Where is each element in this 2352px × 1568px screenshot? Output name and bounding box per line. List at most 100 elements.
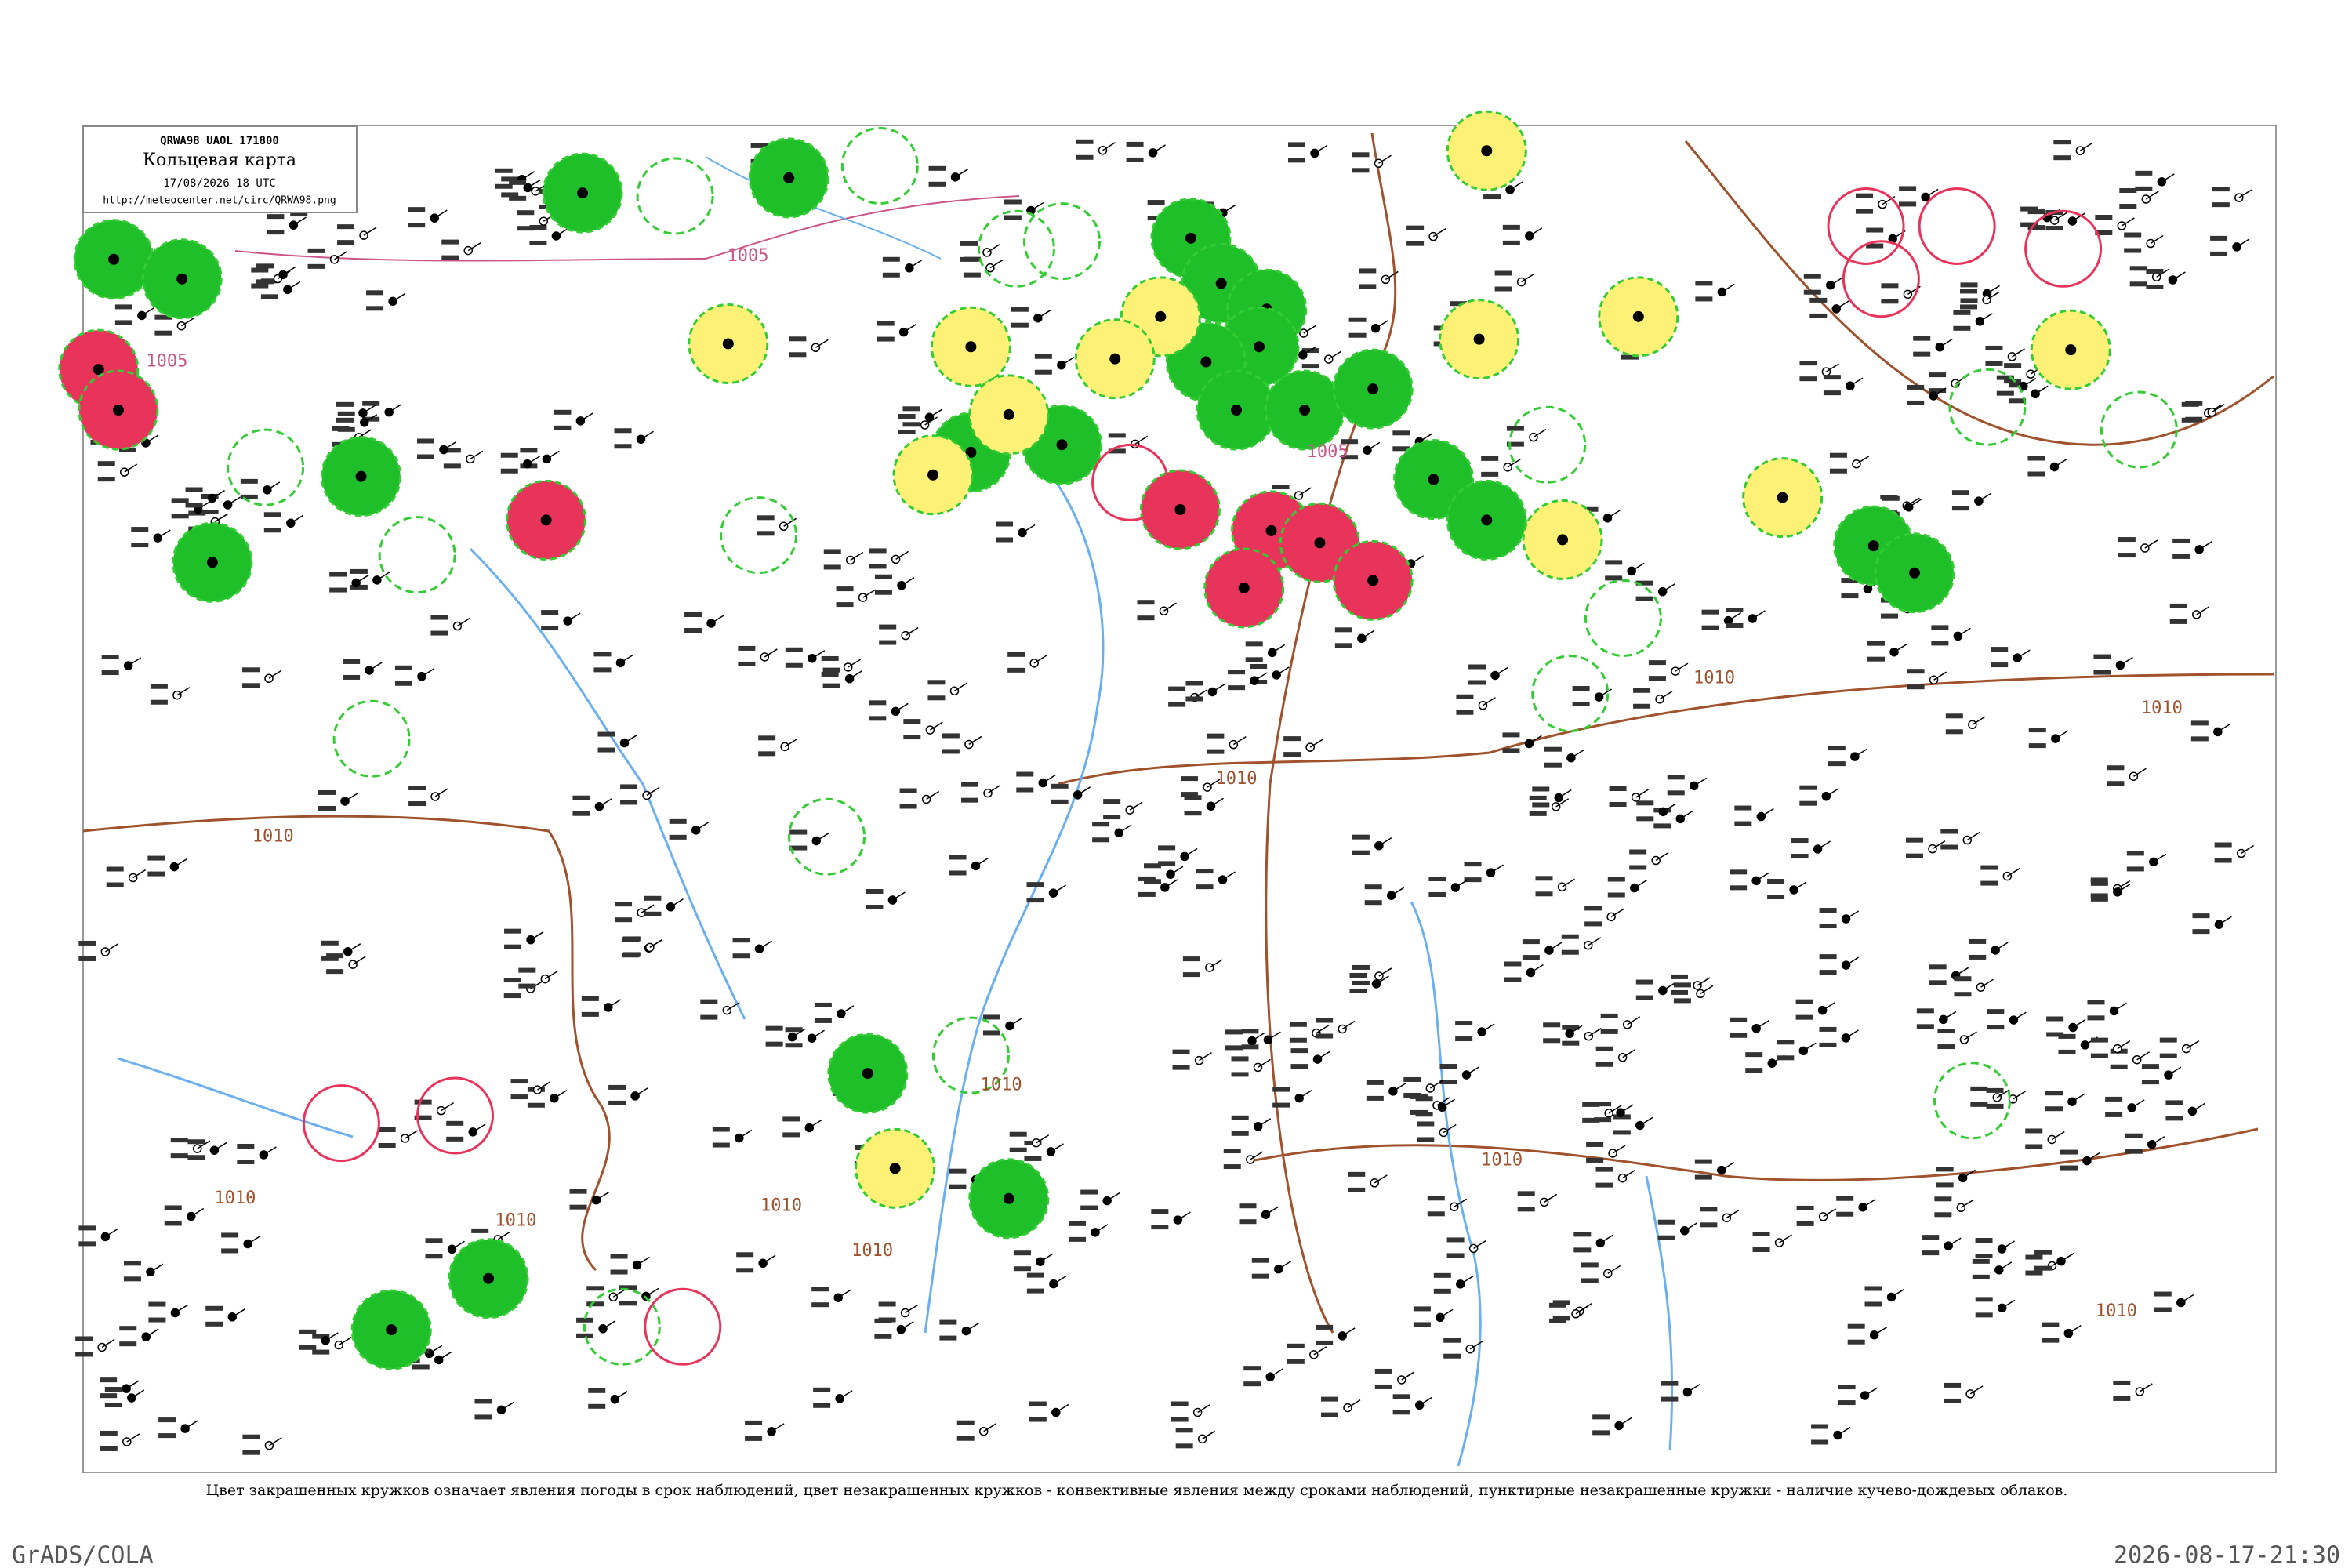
station-wind — [2034, 385, 2049, 394]
station-text — [789, 829, 808, 835]
station-wind — [895, 550, 909, 561]
station-text — [1954, 976, 1972, 982]
station-wind — [282, 266, 296, 275]
station-text — [1819, 908, 1837, 913]
station-text — [1823, 375, 1841, 380]
station-wind — [1378, 967, 1392, 977]
station-text — [1532, 802, 1550, 808]
station-text — [350, 584, 368, 590]
station-text — [1867, 641, 1886, 646]
station-wind — [2133, 768, 2147, 777]
station-wind — [1679, 810, 1693, 820]
station-text — [1960, 298, 1978, 303]
station-text — [1980, 865, 1998, 870]
station-wind — [983, 1423, 997, 1432]
station-dot — [1174, 503, 1186, 515]
station-text — [1171, 1417, 1189, 1422]
station-wind — [1254, 672, 1268, 681]
station-text — [899, 804, 917, 809]
station-wind — [2192, 1102, 2205, 1112]
station-text — [1241, 1029, 1259, 1034]
station-text — [2093, 654, 2111, 659]
station-text — [1929, 372, 1947, 378]
station-wind — [2023, 378, 2037, 387]
station-text — [1899, 186, 1917, 191]
station-wind — [1986, 291, 2000, 301]
station-text — [336, 401, 354, 407]
station-text — [960, 241, 978, 246]
station-text — [237, 1159, 255, 1164]
station-text — [1502, 732, 1520, 738]
station-wind — [292, 216, 307, 226]
station-wind — [1210, 797, 1224, 807]
station-text — [1970, 1086, 1988, 1091]
station-text — [1899, 201, 1917, 207]
station-text — [2020, 206, 2038, 212]
station-text — [785, 1027, 803, 1033]
station-text — [299, 1345, 317, 1350]
station-wind — [363, 227, 377, 236]
station-text — [1934, 1196, 1952, 1202]
station-wind — [1955, 967, 1969, 976]
station-dot — [1231, 405, 1243, 416]
station-dot — [889, 1163, 901, 1174]
station-text — [1529, 811, 1547, 816]
station-text — [1864, 1286, 1882, 1291]
geography — [82, 132, 2274, 1467]
station-dot — [1367, 383, 1379, 395]
station-wind — [1258, 1058, 1271, 1069]
station-text — [529, 240, 547, 245]
station-wind — [1662, 583, 1676, 593]
station-text — [1184, 795, 1202, 800]
station-wind — [641, 430, 654, 440]
station-text — [789, 336, 807, 342]
station-dot — [386, 1324, 397, 1336]
station-text — [928, 181, 946, 187]
station-text — [1929, 388, 1947, 394]
station-wind — [1835, 300, 1849, 310]
station-text — [1158, 845, 1176, 851]
station-wind — [104, 1228, 118, 1238]
station-text — [1446, 1253, 1465, 1258]
station-text — [1439, 1080, 1457, 1085]
station-wind — [739, 1129, 753, 1139]
station-text — [187, 1155, 205, 1160]
station-text — [329, 587, 347, 593]
station-dot — [1481, 145, 1493, 157]
station-wind — [954, 682, 967, 691]
station-text — [586, 1301, 604, 1307]
border — [82, 815, 611, 1272]
station-wind — [1309, 739, 1323, 748]
station-text — [1483, 194, 1501, 200]
station-text — [1108, 433, 1126, 438]
station-text — [337, 411, 355, 416]
station-text — [2025, 1254, 2043, 1260]
station-text — [1907, 684, 1925, 690]
isobar-label: 1010 — [981, 1076, 1022, 1095]
station-wind — [1419, 1396, 1433, 1406]
station-text — [619, 1285, 637, 1290]
station-wind — [1979, 313, 1993, 322]
station-wind — [783, 517, 797, 527]
station-wind — [125, 1380, 140, 1389]
station-wind — [2238, 189, 2252, 198]
station-wind — [1164, 879, 1178, 888]
station-text — [443, 448, 461, 453]
station-text — [785, 647, 803, 652]
station-text — [251, 283, 269, 289]
station-wind — [1846, 910, 1860, 920]
station-text — [1428, 876, 1446, 881]
station-text — [1543, 1022, 1561, 1028]
station-wind — [376, 572, 390, 581]
weather-circle — [332, 699, 411, 778]
station-text — [2060, 1165, 2078, 1171]
station-wind — [1607, 510, 1621, 519]
station-wind — [840, 1005, 855, 1014]
station-text — [614, 444, 632, 449]
station-text — [1592, 1430, 1610, 1436]
station-text — [430, 630, 448, 636]
station-text — [2025, 1144, 2043, 1149]
station-text — [1301, 364, 1319, 369]
station-text — [237, 1143, 255, 1149]
station-text — [242, 1450, 260, 1455]
